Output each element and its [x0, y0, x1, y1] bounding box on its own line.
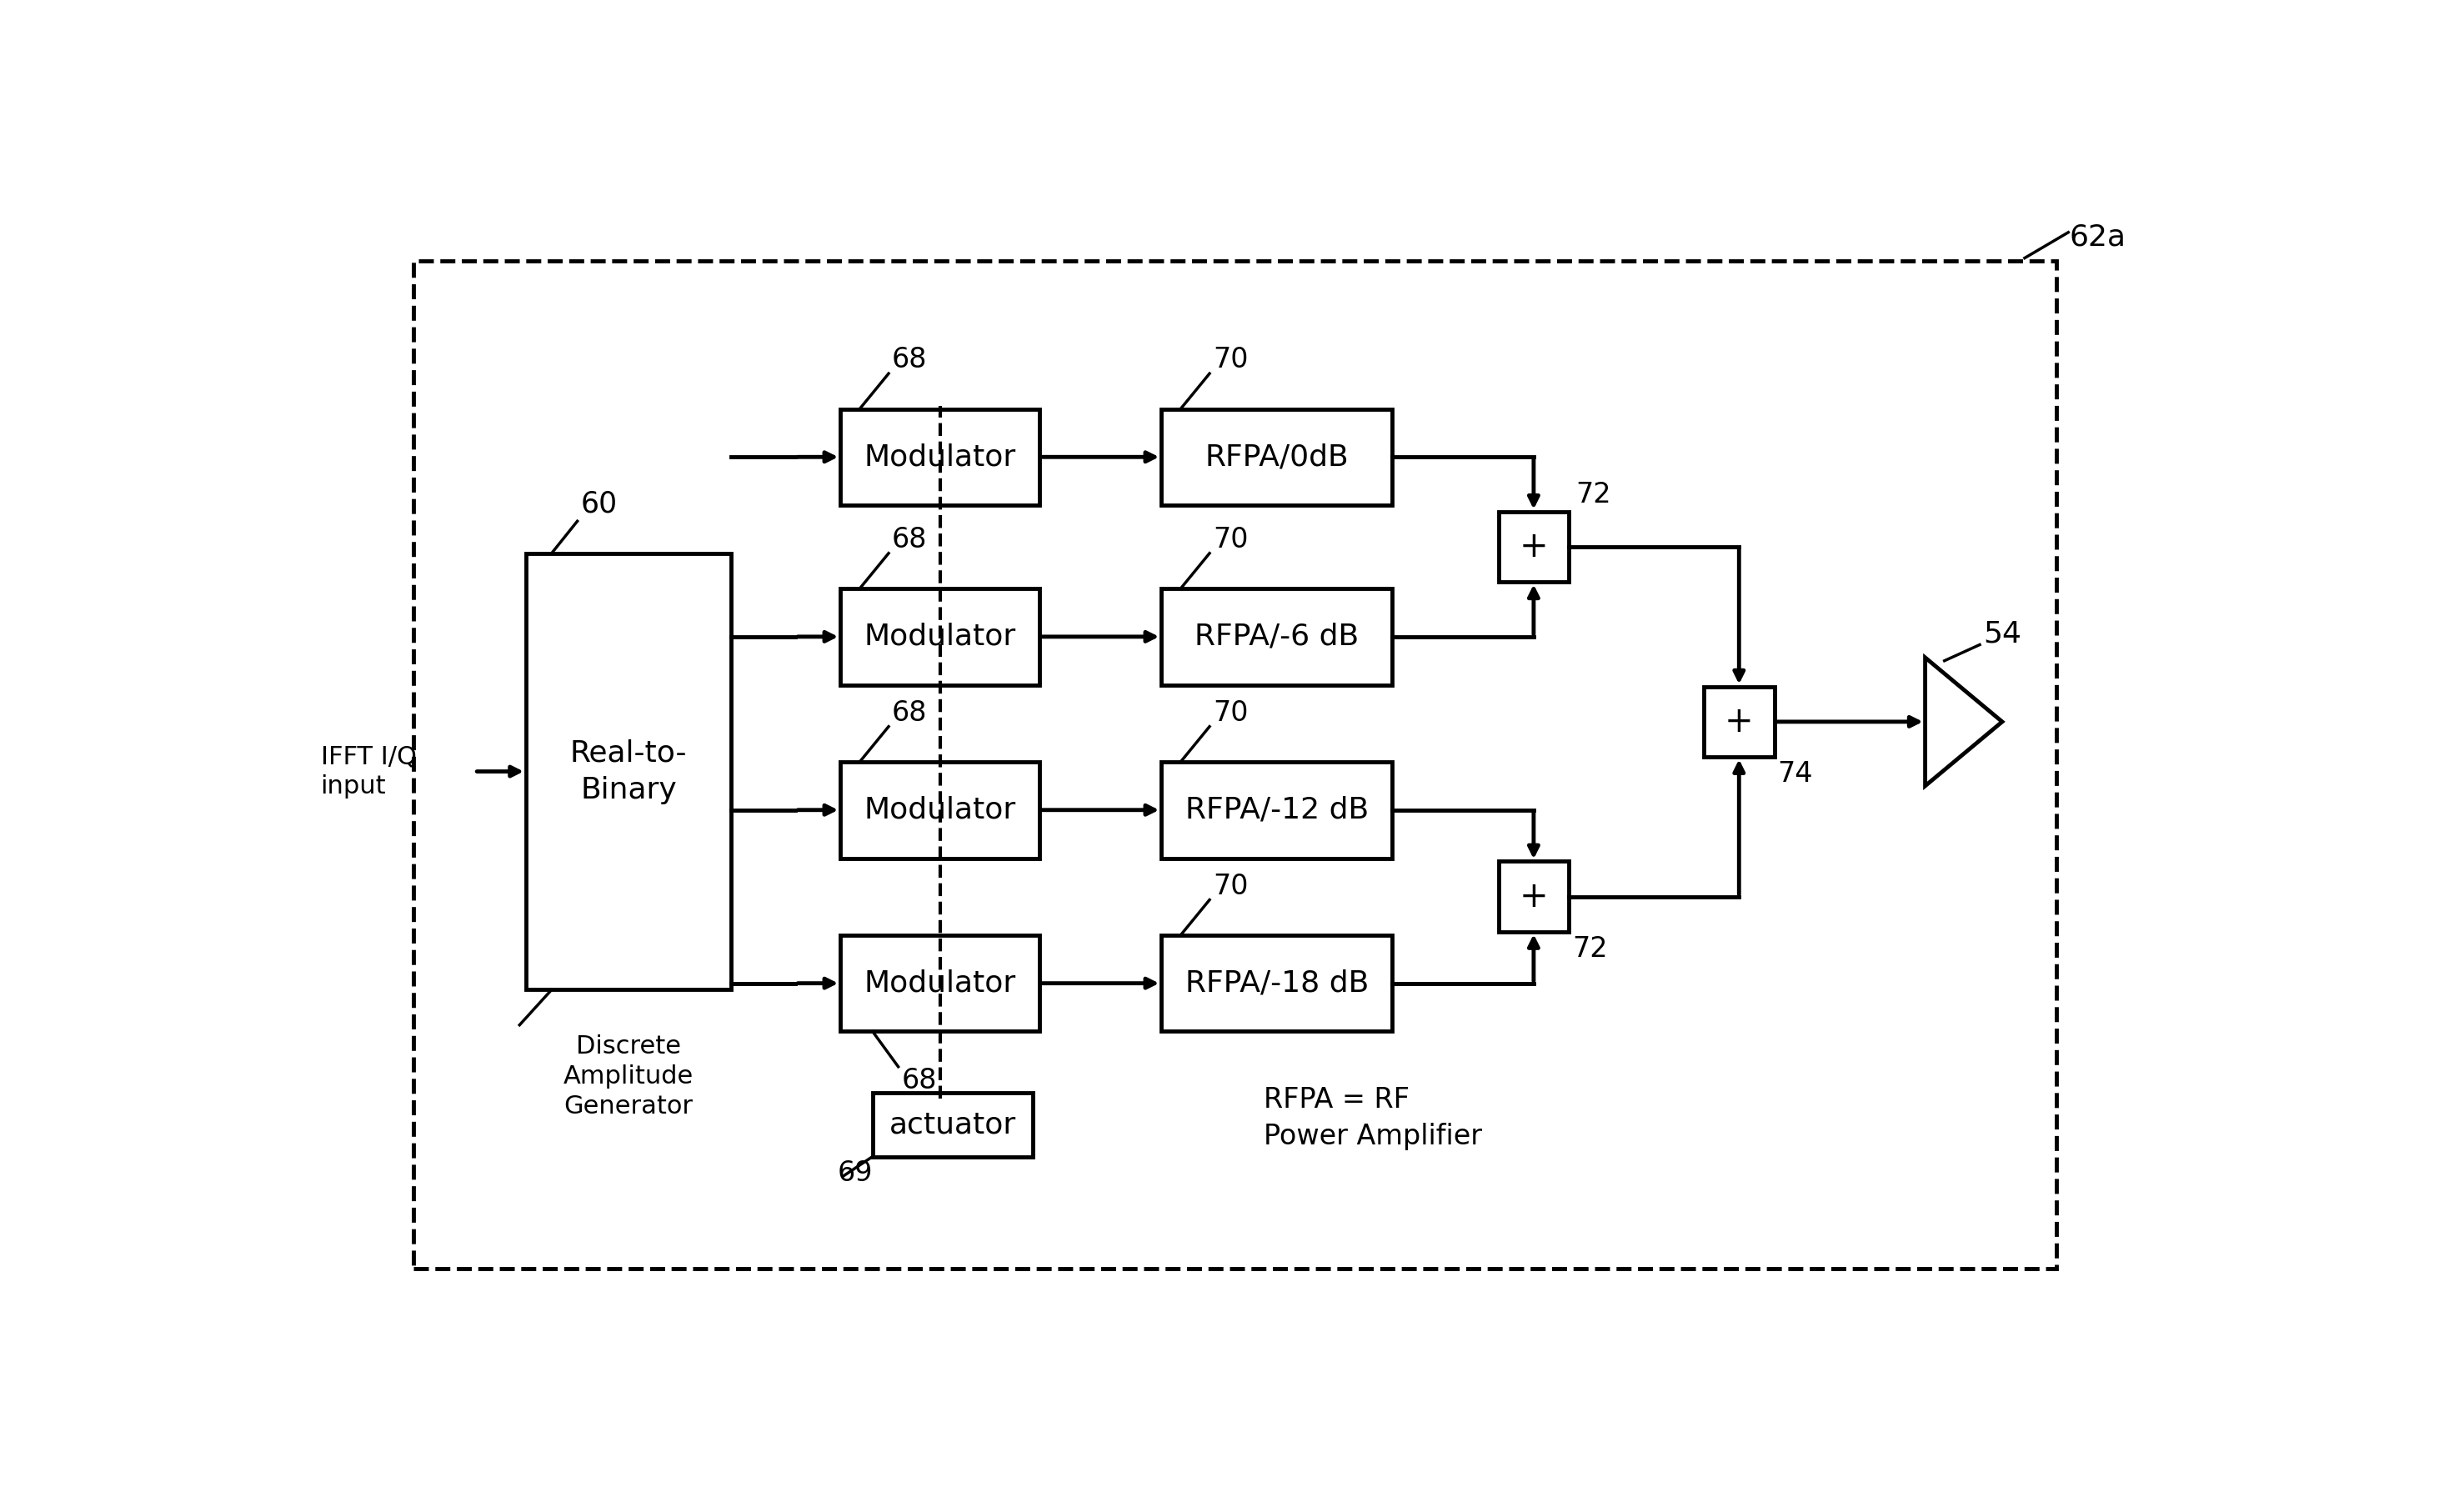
- Text: RFPA/0dB: RFPA/0dB: [1205, 443, 1348, 471]
- Bar: [840, 935, 1040, 1032]
- Bar: [1161, 935, 1392, 1032]
- Bar: [840, 761, 1040, 858]
- Text: actuator: actuator: [890, 1111, 1015, 1139]
- Text: 68: 68: [892, 526, 926, 553]
- Text: 54: 54: [1984, 620, 2020, 648]
- Text: Discrete
Amplitude
Generator: Discrete Amplitude Generator: [564, 1035, 695, 1118]
- Bar: [872, 1093, 1032, 1157]
- Bar: [1161, 761, 1392, 858]
- Text: 68: 68: [892, 699, 926, 727]
- Text: 70: 70: [1212, 346, 1249, 373]
- Bar: [1161, 409, 1392, 506]
- Text: Modulator: Modulator: [865, 970, 1015, 998]
- Text: 68: 68: [892, 346, 926, 373]
- Text: IFFT I/Q
input: IFFT I/Q input: [320, 745, 416, 799]
- Text: RFPA/-6 dB: RFPA/-6 dB: [1195, 623, 1360, 651]
- Text: Modulator: Modulator: [865, 443, 1015, 471]
- Text: RFPA/-18 dB: RFPA/-18 dB: [1185, 970, 1368, 998]
- Bar: [1498, 512, 1570, 581]
- Bar: [414, 262, 2057, 1268]
- Text: 68: 68: [902, 1066, 936, 1094]
- Text: 74: 74: [1777, 760, 1814, 788]
- Text: 72: 72: [1572, 935, 1607, 962]
- Text: Modulator: Modulator: [865, 796, 1015, 824]
- Text: 70: 70: [1212, 873, 1249, 900]
- Text: 70: 70: [1212, 526, 1249, 553]
- Bar: [840, 589, 1040, 686]
- Text: RFPA/-12 dB: RFPA/-12 dB: [1185, 796, 1368, 824]
- Bar: [1703, 687, 1774, 757]
- Text: 69: 69: [838, 1160, 872, 1187]
- Text: Modulator: Modulator: [865, 623, 1015, 651]
- Text: 70: 70: [1212, 699, 1249, 727]
- Bar: [1498, 861, 1570, 932]
- Bar: [525, 553, 732, 990]
- Text: +: +: [1725, 705, 1754, 739]
- Text: 72: 72: [1574, 480, 1611, 509]
- Text: 60: 60: [582, 489, 618, 517]
- Text: +: +: [1520, 529, 1547, 565]
- Bar: [840, 409, 1040, 506]
- Text: 62a: 62a: [2070, 223, 2126, 251]
- Bar: [1161, 589, 1392, 686]
- Text: Real-to-
Binary: Real-to- Binary: [569, 739, 687, 804]
- Text: RFPA = RF
Power Amplifier: RFPA = RF Power Amplifier: [1264, 1086, 1483, 1149]
- Text: +: +: [1520, 879, 1547, 915]
